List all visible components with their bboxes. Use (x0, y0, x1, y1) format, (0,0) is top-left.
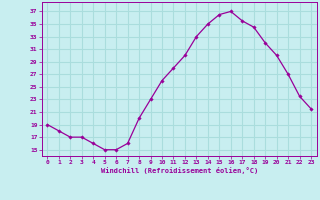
X-axis label: Windchill (Refroidissement éolien,°C): Windchill (Refroidissement éolien,°C) (100, 167, 258, 174)
